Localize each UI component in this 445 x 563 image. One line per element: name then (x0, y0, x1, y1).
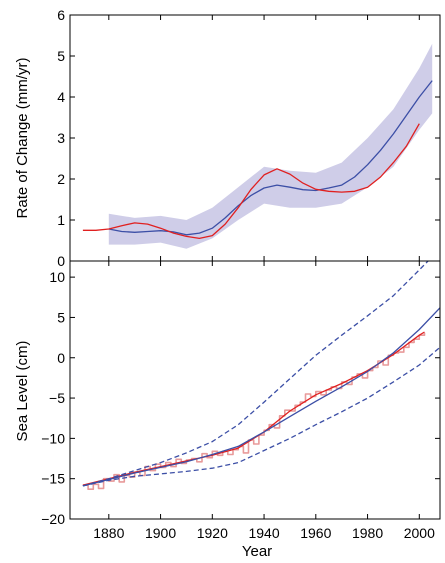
top-ytick-label: 1 (57, 212, 65, 228)
bottom-xtick-label: 1920 (197, 525, 228, 541)
top-series-0-line (108, 80, 433, 236)
bottom-xtick-label: 1940 (248, 525, 279, 541)
bottom-series-1-line (82, 331, 425, 486)
top-ytick-label: 5 (57, 48, 65, 64)
bottom-ytick-label: −5 (49, 390, 65, 406)
bottom-xtick-label: 1980 (352, 525, 383, 541)
bottom-ytick-label: −20 (41, 511, 65, 527)
bottom-xtick-label: 1880 (93, 525, 124, 541)
bottom-plot-area (82, 261, 440, 490)
bottom-series-2-line (82, 307, 440, 487)
top-uncertainty-band (108, 43, 433, 249)
bottom-xtick-label: 1900 (145, 525, 176, 541)
bottom-axes-frame (69, 260, 441, 520)
top-ylabel: Rate of Change (mm/yr) (14, 58, 31, 219)
bottom-ytick-label: −10 (41, 430, 65, 446)
bottom-ylabel: Sea Level (cm) (14, 341, 31, 442)
bottom-ytick-label: 10 (49, 269, 65, 285)
top-ytick-label: 0 (57, 253, 65, 269)
top-ytick-label: 3 (57, 130, 65, 146)
top-plot-area (82, 43, 433, 249)
x-axis-label: Year (242, 543, 272, 560)
top-ytick-label: 6 (57, 7, 65, 23)
sea-level-panel: −20 −15 −10 −5 0 5 10 1880 1900 1920 1940 1960 1980 2… (41, 260, 441, 541)
bottom-xtick-label: 1960 (300, 525, 331, 541)
bottom-ytick-label: 5 (57, 309, 65, 325)
bottom-ytick-label: −15 (41, 471, 65, 487)
rate-of-change-panel: 0 1 2 3 4 5 6 (57, 7, 441, 269)
bottom-series-4-line (82, 346, 440, 487)
top-ytick-label: 4 (57, 89, 65, 105)
top-series-1-line (82, 123, 420, 240)
bottom-ytick-label: 0 (57, 350, 65, 366)
bottom-xtick-label: 2000 (404, 525, 435, 541)
top-ytick-label: 2 (57, 171, 65, 187)
bottom-series-3-line (82, 261, 429, 487)
